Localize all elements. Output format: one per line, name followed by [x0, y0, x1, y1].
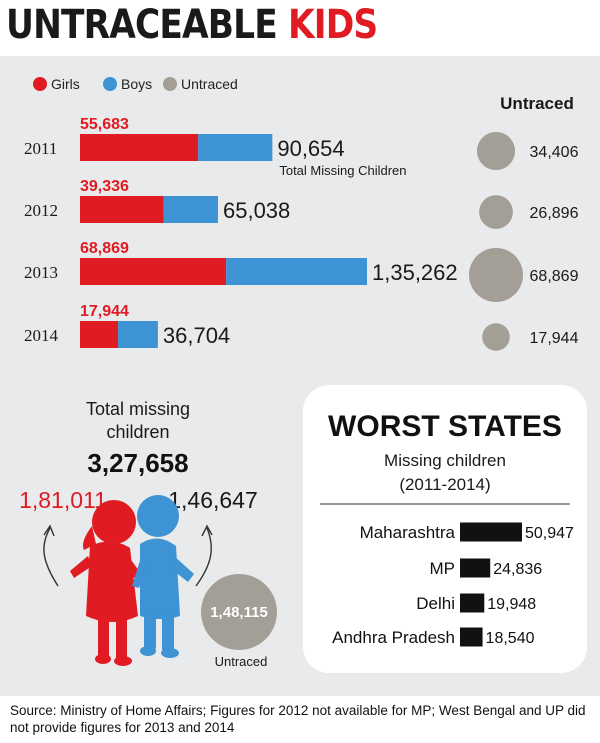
total-caption: Total Missing Children: [279, 163, 406, 178]
total-value-label: 36,704: [163, 323, 230, 348]
state-bar: [460, 593, 485, 613]
legend-boys-swatch: [103, 77, 117, 91]
summary-title-line-1: Total missing: [86, 399, 190, 419]
state-value-label: 24,836: [493, 561, 542, 578]
legend-girls-swatch: [33, 77, 47, 91]
boys-bar: [163, 196, 218, 223]
title-part-2: KIDS: [287, 2, 378, 48]
summary-girls-value: 1,81,011: [19, 487, 107, 513]
state-value-label: 19,948: [487, 596, 536, 613]
worst-states-title: WORST STATES: [328, 410, 562, 443]
untraced-bubble: [469, 248, 523, 302]
state-label: Maharashtra: [360, 523, 456, 542]
summary-untraced-value: 1,48,115: [210, 604, 268, 621]
worst-states-bar-chart: Maharashtra 50,947 MP 24,836 Delhi 19,948 Andh…: [332, 522, 574, 647]
state-label: MP: [430, 559, 456, 578]
girls-value-label: 17,944: [80, 303, 129, 320]
infographic-canvas: Girls Boys Untraced Untraced 2011 55,683 9…: [19, 76, 587, 673]
year-label: 2014: [24, 326, 59, 345]
state-value-label: 18,540: [486, 630, 535, 647]
girl-figure-icon: [70, 500, 140, 666]
page-title: UNTRACEABLE KIDS: [6, 2, 378, 48]
year-label: 2013: [24, 263, 58, 282]
summary-untraced-bubble: [201, 574, 277, 650]
summary-section: Total missing children 3,27,658 1,81,011…: [19, 399, 277, 669]
state-label: Delhi: [416, 594, 455, 613]
title-part-1: UNTRACEABLE: [6, 2, 278, 48]
girls-bar: [80, 196, 164, 223]
girls-bar: [80, 134, 199, 161]
girls-value-label: 39,336: [80, 178, 129, 195]
girls-value-label: 55,683: [80, 116, 129, 133]
boys-bar: [226, 258, 367, 285]
untraced-value-label: 34,406: [530, 144, 579, 161]
year-label: 2012: [24, 201, 58, 220]
state-bar: [460, 522, 522, 542]
year-label: 2011: [24, 139, 57, 158]
summary-title-line-2: children: [106, 422, 169, 442]
total-value-label: 65,038: [223, 198, 290, 223]
untraced-bubble: [479, 195, 513, 229]
legend-untraced-label: Untraced: [181, 76, 238, 92]
source-note: Source: Ministry of Home Affairs; Figure…: [10, 703, 586, 735]
untraced-value-label: 26,896: [530, 205, 579, 222]
untraced-column-title: Untraced: [500, 94, 574, 113]
summary-total: 3,27,658: [87, 448, 188, 478]
state-value-label: 50,947: [525, 525, 574, 542]
boys-arrow-head: [201, 524, 213, 537]
summary-boys-value: 1,46,647: [168, 487, 258, 513]
legend-boys-label: Boys: [121, 76, 152, 92]
legend-untraced-swatch: [163, 77, 177, 91]
untraced-bubble: [482, 323, 510, 351]
untraced-value-label: 17,944: [530, 330, 579, 347]
girls-value-label: 68,869: [80, 240, 129, 257]
total-value-label: 1,35,262: [372, 260, 458, 285]
state-bar: [460, 558, 491, 578]
boys-bar: [118, 321, 158, 348]
worst-states-subtitle: Missing children: [384, 451, 506, 470]
legend: Girls Boys Untraced: [33, 76, 238, 92]
total-value-label: 90,654: [277, 136, 344, 161]
state-label: Andhra Pradesh: [332, 628, 455, 647]
boy-figure-icon: [132, 495, 194, 658]
untraced-bubble: [476, 131, 516, 171]
summary-untraced-caption: Untraced: [215, 654, 268, 669]
untraced-value-label: 68,869: [530, 268, 579, 285]
state-bar: [460, 627, 483, 647]
worst-states-card-bg: [303, 385, 587, 673]
boys-arrow-icon: [195, 527, 212, 587]
year-bar-chart: 2011 55,683 90,654 Total Missing Children 20…: [24, 116, 458, 348]
worst-states-card: WORST STATES Missing children (2011-2014…: [303, 385, 587, 673]
boys-bar: [198, 134, 273, 161]
girls-bar: [80, 321, 119, 348]
legend-girls-label: Girls: [51, 76, 80, 92]
untraced-bubble-chart: 34,406 26,896 68,869 17,944: [469, 131, 579, 351]
girls-bar: [80, 258, 227, 285]
girls-arrow-head: [43, 524, 55, 537]
worst-states-period: (2011-2014): [399, 475, 490, 494]
girls-arrow-icon: [43, 527, 59, 587]
